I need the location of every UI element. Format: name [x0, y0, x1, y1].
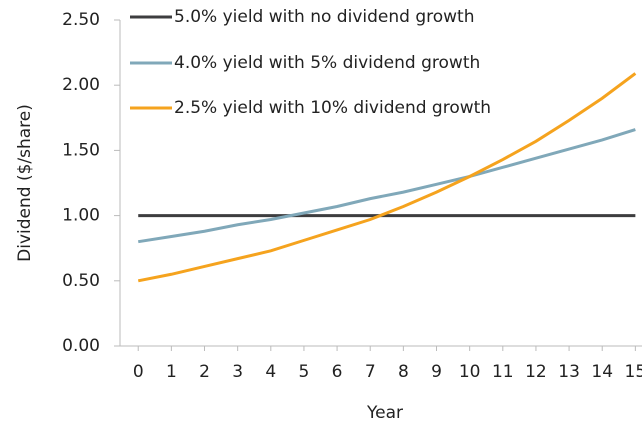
line-series [137, 72, 637, 283]
x-axis-title: Year [366, 403, 403, 423]
x-tick-label: 9 [431, 362, 442, 382]
x-tick-label: 10 [459, 362, 481, 382]
x-tick-label: 0 [133, 362, 144, 382]
line-series [137, 128, 636, 244]
x-tick-label: 8 [398, 362, 409, 382]
y-tick-label: 2.50 [62, 10, 100, 30]
legend-background [128, 50, 528, 76]
legend-label: 4.0% yield with 5% dividend growth [174, 53, 480, 73]
x-tick-label: 3 [232, 362, 243, 382]
y-axis-title: Dividend ($/share) [15, 104, 35, 262]
y-tick-label: 1.50 [62, 140, 100, 160]
x-tick-label: 14 [591, 362, 613, 382]
x-tick-label: 12 [525, 362, 547, 382]
legend-background [128, 95, 528, 121]
legend-label: 5.0% yield with no dividend growth [174, 7, 474, 27]
x-tick-label: 1 [166, 362, 177, 382]
legend-background [128, 4, 528, 30]
x-tick-label: 4 [265, 362, 276, 382]
legend-label: 2.5% yield with 10% dividend growth [174, 98, 491, 118]
x-tick-label: 11 [492, 362, 514, 382]
x-tick-label: 15 [625, 362, 642, 382]
x-tick-label: 13 [558, 362, 580, 382]
x-tick-label: 2 [199, 362, 210, 382]
y-tick-label: 1.00 [62, 206, 100, 226]
x-tick-label: 5 [299, 362, 310, 382]
y-tick-label: 2.00 [62, 75, 100, 95]
y-tick-label: 0.00 [62, 336, 100, 356]
x-tick-label: 7 [365, 362, 376, 382]
x-tick-label: 6 [332, 362, 343, 382]
y-tick-label: 0.50 [62, 271, 100, 291]
